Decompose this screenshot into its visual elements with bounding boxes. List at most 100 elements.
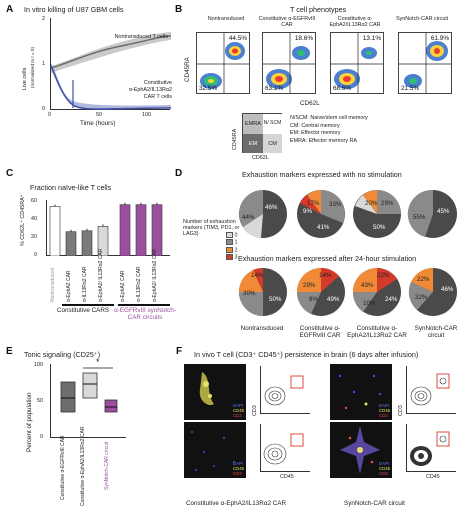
micro-legend-rb: DAPI CD45 CD3 — [379, 461, 390, 476]
flow-plot-epha2: 13.1% 68.6% — [330, 32, 384, 94]
panel-f-label: F — [176, 346, 183, 357]
a-xtick-0: 0 — [48, 112, 51, 118]
pie-1-2-b: 17% — [307, 200, 320, 207]
micrograph-left-top-svg — [199, 372, 214, 406]
legend-car-2: α-EphA2/IL13Rα2 — [128, 87, 172, 93]
pie-1-3 — [353, 190, 401, 238]
panel-d-label: D — [175, 168, 183, 179]
micrograph-right-top-svg — [338, 374, 382, 410]
flow-col-label-1: Nontransduced — [207, 16, 245, 22]
d-pies-row-2: 14% 30% 50% 14% 29% 8% 49% 43% 22% 24% 1… — [237, 262, 459, 324]
contour-left-top-svg — [264, 375, 304, 406]
panel-a-plot — [50, 18, 172, 110]
panel-d-title-2: Exhaustion markers expressed after 24-ho… — [238, 254, 417, 263]
contour-left-top — [260, 366, 310, 414]
flow-pct-bl-4: 21.5% — [401, 85, 420, 92]
flow-density-3 — [331, 33, 383, 93]
contour-right-top — [406, 366, 456, 414]
pie-1-4-b: 55% — [413, 214, 426, 221]
pie-1-2 — [297, 190, 345, 238]
f-caption-right: SynNotch-CAR circuit — [344, 500, 405, 507]
pie-1-2-d: 41% — [317, 224, 330, 231]
e-ytick-100: 100 — [34, 362, 43, 368]
panel-b-title: T cell phenotypes — [290, 5, 347, 14]
c-xlabels: Nontransduced α-EphA2 CAR α-IL13Rα2 CAR … — [46, 249, 170, 306]
pie-2-1-a: 14% — [251, 272, 264, 279]
f-right-ylabel: CD3 — [398, 405, 404, 416]
panel-e-title: Tonic signaling (CD25⁺) — [24, 350, 101, 359]
pie-2-2 — [296, 267, 345, 316]
c-group2-line — [118, 304, 170, 306]
flow-pct-tr-1: 44.5% — [228, 35, 247, 42]
c-xlabel-1: α-EphA2 CAR — [66, 270, 72, 302]
f-caption-left: Constitutive α-EphA2/IL13Rα2 CAR — [186, 500, 287, 507]
pie-2-1-b: 30% — [243, 290, 256, 297]
naive-bar-0 — [49, 206, 61, 257]
panel-c-label: C — [6, 168, 14, 179]
flow-plot-egfrviii: 18.6% 63.1% — [262, 32, 316, 94]
c-xlabel-2: α-IL13Rα2 CAR — [82, 266, 88, 302]
panel-b-xlabel: CD62L — [300, 100, 320, 107]
d-legend-title: Number of exhaustion markers (TIM3, PD1,… — [183, 219, 240, 237]
pie-1-1-b: 44% — [242, 214, 255, 221]
a-xtick-50: 50 — [96, 112, 102, 118]
e-xlabel-1: Constitutive α-EGFRvIII CAR — [60, 435, 66, 500]
pie-2-4-c: 32% — [415, 294, 428, 301]
c-ytick-60: 60 — [31, 198, 37, 204]
f-left-ylabel-1: CD3 — [252, 405, 258, 416]
f-right-xlabel: CD45 — [426, 474, 440, 480]
key-em: EM — [243, 134, 263, 153]
micrograph-left-top: DAPI CD45 CD3 — [184, 364, 246, 420]
c-group1-label: Constitutive CARS — [56, 307, 110, 314]
panel-c-title: Fraction naïve-like T cells — [30, 183, 112, 192]
d-legend-swatch-0 — [226, 232, 233, 238]
c-xlabel-5: α-IL13Rα2 CAR — [136, 266, 142, 302]
micrograph-right-bottom-svg — [340, 426, 380, 474]
e-xlabel-3: SynNotch-CAR circuit — [104, 441, 110, 490]
panel-a-xlabel: Time (hours) — [80, 120, 116, 127]
c-ytick-20: 20 — [31, 234, 37, 240]
d-legend-swatch-3 — [226, 254, 233, 261]
panel-c-ylabel: % CD62L⁺ CD45RA⁺ — [20, 194, 26, 246]
flow-col-label-4: SynNotch-CAR circuit — [395, 16, 449, 22]
pie-1-2-a: 33% — [329, 201, 342, 208]
pie-1-3-b: 20% — [365, 200, 378, 207]
e-ytick-50: 50 — [37, 398, 43, 404]
pie-2-2-a: 14% — [319, 272, 332, 279]
c-xlabel-0: Nontransduced — [50, 268, 56, 302]
flow-plot-synnotch: 61.9% 21.5% — [398, 32, 452, 94]
flow-pct-bl-2: 63.1% — [265, 85, 284, 92]
panel-a-title: In vitro killing of U87 GBM cells — [24, 5, 124, 14]
panel-a-ylabel: Live cells — [22, 67, 28, 90]
panel-e-label: E — [6, 346, 13, 357]
pie-2-3 — [352, 268, 401, 316]
c-xlabel-3: α-EphA2/ IL13Rα2 CAR — [98, 248, 104, 302]
pie-2-3-c: 24% — [385, 296, 398, 303]
c-group2-label: α-EGFRvIII synNotch- CAR circuits — [114, 307, 176, 321]
key-legend-1: N/SCM: Naive/stem cell memory — [290, 115, 368, 121]
d-legend-swatch-2 — [226, 246, 233, 253]
c-ytick-0: 0 — [34, 252, 37, 258]
micrograph-left-bottom-svg — [191, 431, 235, 471]
naive-bar-4 — [119, 204, 131, 257]
pie-1-1-a: 46% — [265, 204, 278, 211]
pie-2-3-a: 43% — [361, 282, 374, 289]
key-legend-3: EM: Effector memory — [290, 130, 341, 136]
legend-nontransduced: Nontransduced T cells — [114, 34, 168, 40]
flow-pct-bl-3: 68.6% — [333, 85, 352, 92]
panel-c-plot — [46, 200, 170, 257]
d-col-label-1: Nontransduced — [240, 325, 284, 332]
cd25-box-svg — [60, 367, 118, 413]
pie-2-4-b: 22% — [417, 276, 430, 283]
naive-bars-svg — [49, 202, 163, 257]
pie-2-1-c: 50% — [269, 296, 282, 303]
naive-bar-5 — [135, 204, 147, 257]
flow-col-label-3: Constitutive α-EphA2/IL13Rα2 CAR — [329, 16, 381, 28]
micrograph-left-bottom: DAPI CD45 CD3 — [184, 422, 246, 478]
nontransduced-line — [50, 35, 172, 69]
panel-a-label: A — [6, 4, 14, 15]
flow-pct-tr-3: 13.1% — [362, 35, 381, 42]
pie-1-4 — [407, 189, 457, 238]
pie-row-1-svg — [239, 189, 457, 238]
pie-2-2-b: 29% — [303, 282, 316, 289]
